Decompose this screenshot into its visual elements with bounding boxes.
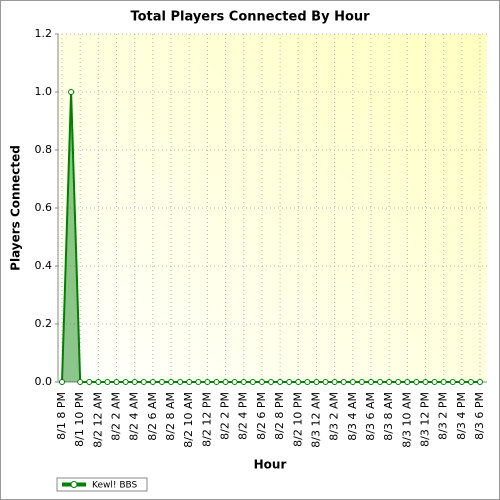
x-tick-label: 8/2 10 PM xyxy=(291,392,304,447)
legend xyxy=(56,477,148,492)
y-tick-label: 0.8 xyxy=(35,143,53,156)
point xyxy=(349,379,356,385)
y-tick-label: 0.2 xyxy=(35,317,53,330)
y-tick-label: 0.4 xyxy=(35,259,53,272)
y-tick-label: 0.0 xyxy=(35,375,53,388)
point xyxy=(95,379,102,385)
point xyxy=(440,379,447,385)
point xyxy=(422,379,429,385)
x-tick-label: 8/3 6 AM xyxy=(364,392,377,441)
x-tick-label: 8/3 2 AM xyxy=(328,392,341,441)
point xyxy=(313,379,320,385)
point xyxy=(395,379,402,385)
x-tick-label: 8/1 8 PM xyxy=(55,392,68,440)
x-axis-title: Hour xyxy=(254,458,287,472)
x-tick-label: 8/2 8 AM xyxy=(164,392,177,441)
x-tick-label: 8/2 6 AM xyxy=(146,392,159,441)
point xyxy=(77,379,84,385)
y-tick-label: 1.2 xyxy=(35,27,53,40)
x-tick-label: 8/2 10 AM xyxy=(182,392,195,448)
x-tick-label: 8/2 12 PM xyxy=(200,392,213,447)
point xyxy=(113,379,120,385)
point xyxy=(268,379,274,385)
point xyxy=(68,89,75,95)
point xyxy=(222,379,229,385)
point xyxy=(149,379,156,385)
x-tick-label: 8/3 6 PM xyxy=(473,392,486,440)
legend-marker xyxy=(70,481,78,488)
x-tick-label: 8/3 2 PM xyxy=(437,392,450,440)
x-tick-label: 8/2 4 AM xyxy=(128,392,141,441)
point xyxy=(413,379,420,385)
y-axis-title: Players Connected xyxy=(9,145,23,271)
x-tick-label: 8/3 10 AM xyxy=(400,392,413,448)
point xyxy=(431,379,438,385)
x-tick-label: 8/2 2 PM xyxy=(219,392,232,440)
point xyxy=(295,379,302,385)
legend-label: Kewl! BBS xyxy=(92,481,138,491)
point xyxy=(158,379,165,385)
point xyxy=(122,379,129,385)
x-tick-label: 8/2 8 PM xyxy=(273,392,286,440)
x-tick-label: 8/3 4 PM xyxy=(455,392,468,440)
point xyxy=(204,379,211,385)
point xyxy=(249,379,256,385)
point xyxy=(86,379,93,385)
point xyxy=(59,379,65,385)
point xyxy=(277,379,284,385)
y-tick-label: 1.0 xyxy=(35,85,53,98)
point xyxy=(131,379,138,385)
x-tick-label: 8/3 12 PM xyxy=(418,392,431,447)
plot-area xyxy=(58,34,487,382)
x-tick-label: 8/3 4 AM xyxy=(346,392,359,441)
x-tick-label: 8/2 6 PM xyxy=(255,392,268,440)
point xyxy=(458,379,465,385)
point xyxy=(358,379,365,385)
point xyxy=(186,379,193,385)
point xyxy=(304,379,311,385)
x-tick-label: 8/2 4 PM xyxy=(237,392,250,440)
point xyxy=(213,379,220,385)
point xyxy=(340,379,347,385)
point xyxy=(177,379,184,385)
point xyxy=(240,379,247,385)
point xyxy=(231,379,238,385)
point xyxy=(404,379,411,385)
x-tick-label: 8/1 10 PM xyxy=(73,392,86,447)
point xyxy=(258,379,265,385)
point xyxy=(331,379,338,385)
point xyxy=(168,379,175,385)
point xyxy=(104,379,111,385)
chart-title: Total Players Connected By Hour xyxy=(130,10,370,25)
x-tick-label: 8/2 2 AM xyxy=(110,392,123,441)
point xyxy=(449,379,456,385)
point xyxy=(477,379,483,385)
point xyxy=(286,379,293,385)
point xyxy=(195,379,202,385)
x-tick-label: 8/3 12 AM xyxy=(309,392,322,448)
point xyxy=(140,379,147,385)
y-tick-label: 0.6 xyxy=(35,201,53,214)
point xyxy=(386,379,393,385)
point xyxy=(467,379,474,385)
x-tick-label: 8/2 12 AM xyxy=(91,392,104,448)
point xyxy=(377,379,384,385)
x-tick-label: 8/3 8 AM xyxy=(382,392,395,441)
point xyxy=(367,379,374,385)
point xyxy=(322,379,329,385)
